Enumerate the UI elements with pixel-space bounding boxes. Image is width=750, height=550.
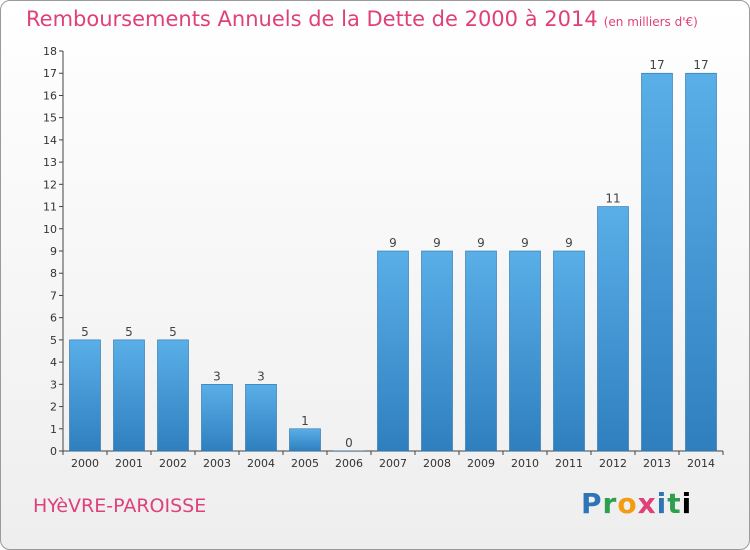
- bar: [597, 206, 629, 452]
- x-tick-label: 2003: [203, 457, 231, 470]
- y-tick-label: 12: [43, 178, 57, 191]
- logo-letter: i: [681, 487, 693, 520]
- bar: [377, 250, 409, 452]
- x-tick-label: 2013: [643, 457, 671, 470]
- y-tick-label: 0: [50, 445, 57, 458]
- logo-letter: r: [602, 487, 618, 520]
- bar: [113, 339, 145, 452]
- x-tick-label: 2004: [247, 457, 275, 470]
- x-tick-label: 2000: [71, 457, 99, 470]
- data-label: 11: [605, 192, 620, 206]
- bar: [553, 250, 585, 452]
- x-tick-label: 2001: [115, 457, 143, 470]
- y-tick-label: 13: [43, 156, 57, 169]
- y-tick-label: 9: [50, 245, 57, 258]
- chart-title-text: Remboursements Annuels de la Dette de 20…: [26, 7, 598, 31]
- x-tick-label: 2014: [687, 457, 715, 470]
- data-label: 17: [649, 58, 664, 72]
- y-tick-label: 17: [43, 67, 57, 80]
- data-label: 3: [257, 369, 265, 383]
- y-tick-label: 7: [50, 289, 57, 302]
- x-tick-label: 2005: [291, 457, 319, 470]
- bar: [245, 384, 277, 452]
- x-tick-label: 2012: [599, 457, 627, 470]
- bar: [333, 450, 365, 451]
- x-tick-label: 2006: [335, 457, 363, 470]
- chart-title: Remboursements Annuels de la Dette de 20…: [26, 7, 698, 31]
- y-tick-label: 4: [50, 356, 57, 369]
- data-label: 9: [433, 236, 441, 250]
- data-label: 5: [169, 325, 177, 339]
- data-label: 9: [565, 236, 573, 250]
- bar: [421, 250, 453, 452]
- bar: [685, 72, 717, 452]
- bar: [641, 72, 673, 452]
- y-tick-label: 3: [50, 378, 57, 391]
- data-label: 5: [125, 325, 133, 339]
- y-tick-label: 8: [50, 267, 57, 280]
- y-tick-label: 10: [43, 223, 57, 236]
- logo-letter: x: [637, 487, 657, 520]
- data-label: 0: [345, 436, 353, 450]
- bar: [509, 250, 541, 452]
- y-tick-label: 1: [50, 423, 57, 436]
- x-tick-label: 2007: [379, 457, 407, 470]
- chart-unit: (en milliers d'€): [603, 15, 698, 29]
- data-label: 5: [81, 325, 89, 339]
- bar: [157, 339, 189, 452]
- x-tick-label: 2008: [423, 457, 451, 470]
- logo-letter: P: [581, 487, 603, 520]
- bar: [289, 428, 321, 452]
- y-tick-label: 14: [43, 134, 57, 147]
- data-label: 9: [389, 236, 397, 250]
- y-tick-label: 6: [50, 312, 57, 325]
- x-tick-label: 2010: [511, 457, 539, 470]
- y-tick-label: 15: [43, 112, 57, 125]
- logo-letter: t: [667, 487, 682, 520]
- x-tick-label: 2011: [555, 457, 583, 470]
- data-label: 17: [693, 58, 708, 72]
- commune-name: HYèVRE-PAROISSE: [33, 495, 207, 517]
- data-label: 3: [213, 369, 221, 383]
- bar: [69, 339, 101, 452]
- y-tick-label: 2: [50, 401, 57, 414]
- y-tick-label: 5: [50, 334, 57, 347]
- y-tick-label: 18: [43, 45, 57, 58]
- proxiti-logo: Proxiti: [581, 487, 692, 520]
- data-label: 9: [477, 236, 485, 250]
- logo-letter: i: [656, 487, 668, 520]
- y-tick-label: 11: [43, 201, 57, 214]
- data-label: 1: [301, 414, 309, 428]
- y-tick-label: 16: [43, 89, 57, 102]
- x-tick-label: 2002: [159, 457, 187, 470]
- data-label: 9: [521, 236, 529, 250]
- logo-letter: o: [617, 487, 638, 520]
- bar: [465, 250, 497, 452]
- bar: [201, 384, 233, 452]
- x-tick-label: 2009: [467, 457, 495, 470]
